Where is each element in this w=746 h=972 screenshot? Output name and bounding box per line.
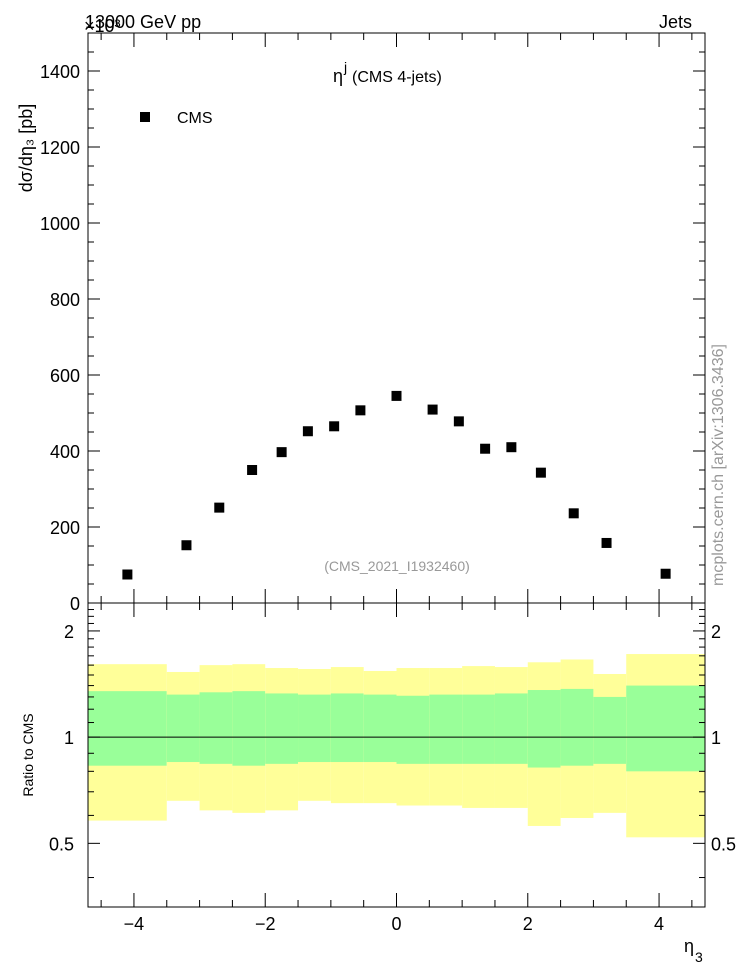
y-tick-label: 600 <box>50 366 80 386</box>
x-tick-label: 4 <box>654 914 664 934</box>
main-data-series <box>122 390 671 580</box>
ratio-y-tick-label-right: 1 <box>711 728 721 748</box>
cms-data-point <box>302 426 313 437</box>
ratio-band-inner <box>396 695 430 764</box>
cms-data-point <box>122 569 133 580</box>
y-tick-label: 0 <box>70 594 80 614</box>
cms-data-point <box>276 447 287 458</box>
y-tick-label: 800 <box>50 290 80 310</box>
ratio-y-tick-label: 0.5 <box>49 834 74 854</box>
legend-marker-cms <box>140 112 150 122</box>
cms-data-point <box>506 442 517 453</box>
cms-data-point <box>329 421 340 432</box>
cms-data-point <box>427 404 438 415</box>
side-source-label: mcplots.cern.ch [arXiv:1306.3436] <box>710 344 727 586</box>
ratio-band-inner <box>560 688 594 766</box>
plot-title-sup: j <box>343 59 347 75</box>
main-y-axis-label: dσ/dη₃ [pb] <box>16 104 36 193</box>
cms-data-point <box>535 467 546 478</box>
ratio-band-inner <box>626 685 705 772</box>
ratio-axes: 0.5 0.5 1 1 2 2 −4 −2 0 2 4 <box>49 602 736 934</box>
x-tick-label: −4 <box>124 914 145 934</box>
x-tick-label: 2 <box>523 914 533 934</box>
main-axes: 0 200 400 600 800 1000 1200 1400 <box>40 32 706 614</box>
cms-data-point <box>391 390 402 401</box>
ratio-y-tick-label: 2 <box>64 622 74 642</box>
header-left-label: 13000 GeV pp <box>85 12 201 32</box>
y-exponent-label: ×10³ <box>84 16 121 36</box>
x-tick-label: 0 <box>391 914 401 934</box>
plot-title-rest: (CMS 4-jets) <box>352 69 442 86</box>
plot-title-eta: η <box>333 66 343 86</box>
cms-data-point <box>453 416 464 427</box>
ratio-band-inner <box>494 693 528 764</box>
ratio-band-inner <box>363 694 397 763</box>
y-tick-label: 200 <box>50 518 80 538</box>
ratio-band-inner <box>232 691 266 766</box>
ratio-band-inner <box>199 692 233 764</box>
ratio-y-tick-label-right: 2 <box>711 622 721 642</box>
ratio-y-tick-label: 1 <box>64 728 74 748</box>
y-tick-label: 1000 <box>40 214 80 234</box>
ratio-y-tick-label-right: 0.5 <box>711 834 736 854</box>
ratio-y-axis-label: Ratio to CMS <box>20 713 36 796</box>
ratio-band-inner <box>166 694 200 763</box>
analysis-watermark: (CMS_2021_I1932460) <box>324 558 470 574</box>
y-tick-label: 1200 <box>40 138 80 158</box>
ratio-band-inner <box>429 694 463 764</box>
cms-data-point <box>480 443 491 454</box>
cms-data-point <box>247 465 258 475</box>
ratio-bands <box>88 654 705 838</box>
cms-data-point <box>214 502 225 513</box>
ratio-band-inner <box>298 694 331 763</box>
ratio-band-inner <box>462 694 495 764</box>
ratio-band-inner <box>88 691 167 766</box>
cms-data-point <box>568 508 579 519</box>
cms-data-point <box>601 537 612 548</box>
legend-label-cms: CMS <box>177 110 213 127</box>
cms-data-point <box>660 568 671 579</box>
ratio-band-inner <box>330 693 364 763</box>
ratio-band-inner <box>527 690 561 768</box>
y-tick-label: 400 <box>50 442 80 462</box>
cms-data-point <box>181 540 192 551</box>
y-tick-label: 1400 <box>40 62 80 82</box>
ratio-band-inner <box>265 693 299 764</box>
ratio-band-inner <box>593 696 627 764</box>
cms-data-point <box>355 405 366 416</box>
x-axis-label-sub: 3 <box>695 949 703 965</box>
x-tick-label: −2 <box>255 914 276 934</box>
x-axis-label: η <box>684 936 694 956</box>
header-right-label: Jets <box>659 12 692 32</box>
